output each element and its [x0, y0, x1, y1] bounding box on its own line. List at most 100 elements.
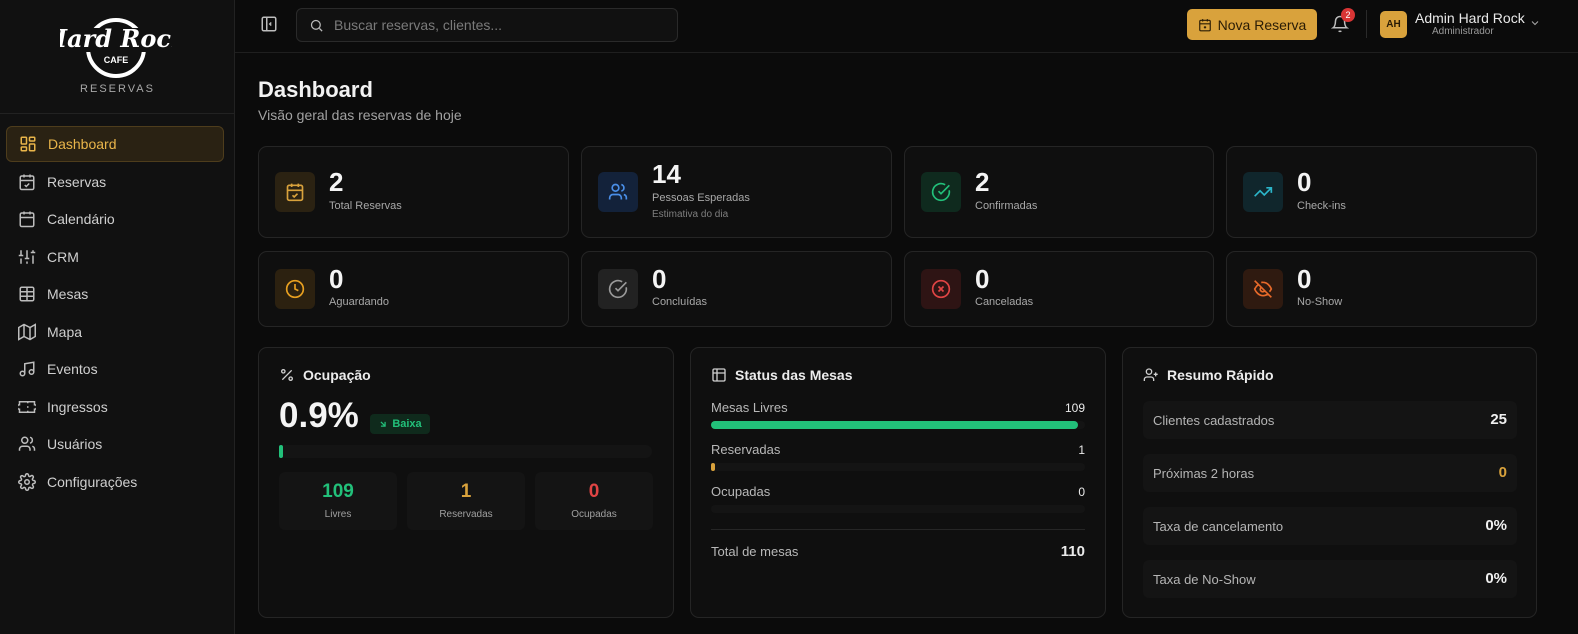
avatar[interactable]: AH [1380, 11, 1407, 38]
tables-bar-fill [711, 463, 715, 471]
check-circle-icon [931, 182, 951, 202]
summary-row-label: Taxa de No-Show [1153, 572, 1256, 587]
tables-row-value: 1 [1078, 443, 1085, 457]
sidebar-item-label: Usuários [47, 436, 103, 452]
stat-label: Canceladas [975, 296, 1034, 308]
occupancy-box-label: Livres [324, 509, 352, 520]
ticket-icon [18, 400, 36, 413]
table-icon [19, 286, 35, 302]
sidebar-item-label: Configurações [47, 473, 138, 490]
sidebar-item-label: Reservas [47, 173, 107, 190]
search-box[interactable] [296, 8, 678, 42]
stat-label: Aguardando [329, 296, 389, 308]
stat-label: Total Reservas [329, 200, 402, 212]
occupancy-box-value: 1 [460, 481, 472, 502]
sidebar-toggle-icon[interactable] [260, 15, 278, 33]
stat-card-total-reservas: 2 Total Reservas [258, 146, 569, 238]
sidebar-item-label: CRM [47, 248, 79, 265]
stat-label: Confirmadas [975, 200, 1038, 212]
stat-icon-box [921, 172, 961, 212]
stat-card-aguardando: 0 Aguardando [258, 251, 569, 327]
stat-value: 0 [329, 264, 344, 294]
occupancy-value: 0.9% [279, 396, 359, 435]
occupancy-box-value: 0 [588, 481, 600, 502]
tables-status-panel: Status das Mesas Mesas Livres 109 Reserv… [690, 347, 1106, 618]
top-bar: Nova Reserva 2 AH Admin Hard Rock Admini… [235, 0, 1578, 53]
chevron-down-icon[interactable] [1529, 17, 1541, 29]
sidebar-item-reservas[interactable]: Reservas [6, 164, 224, 200]
summary-panel: Resumo Rápido Clientes cadastrados 25 Pr… [1122, 347, 1537, 618]
sidebar-item-label: Eventos [47, 361, 98, 377]
sidebar-item-mesas[interactable]: Mesas [6, 276, 224, 312]
stat-label: Concluídas [652, 296, 708, 308]
stat-icon-box [921, 269, 961, 309]
dashboard-icon [20, 136, 36, 152]
stat-card-canceladas: 0 Canceladas [904, 251, 1214, 327]
tables-row-label: Ocupadas [711, 484, 771, 499]
sidebar-item-usuarios[interactable]: Usuários [6, 426, 224, 462]
tables-row-label: Mesas Livres [711, 400, 788, 415]
tables-divider [711, 529, 1085, 530]
sidebar-item-label: Ingressos [47, 398, 108, 415]
tables-bar-track [711, 505, 1085, 513]
summary-row-value: 0% [1485, 570, 1507, 587]
percent-icon [281, 369, 293, 381]
new-reservation-label: Nova Reserva [1217, 16, 1307, 33]
stat-card-no-show: 0 No-Show [1226, 251, 1537, 327]
summary-row: Taxa de No-Show 0% [1143, 560, 1517, 598]
occupancy-box-label: Reservadas [439, 509, 493, 520]
summary-row-value: 0 [1498, 464, 1507, 481]
notification-badge: 2 [1341, 8, 1355, 22]
clock-icon [285, 279, 305, 299]
bell-icon[interactable] [1331, 15, 1349, 33]
sidebar-item-label: Dashboard [48, 136, 117, 152]
sidebar-item-calendario[interactable]: Calendário [6, 201, 224, 237]
stat-label: Pessoas Esperadas [652, 192, 750, 204]
summary-row: Próximas 2 horas 0 [1143, 454, 1517, 492]
user-name[interactable]: Admin Hard Rock [1415, 10, 1525, 26]
stat-icon-box [598, 269, 638, 309]
sidebar: Hard Rock CAFE RESERVAS Dashboard Reserv… [0, 0, 235, 634]
stat-value: 0 [975, 264, 990, 294]
summary-row: Taxa de cancelamento 0% [1143, 507, 1517, 545]
stat-sublabel: Estimativa do dia [652, 209, 729, 220]
occupancy-box-reservadas: 1 Reservadas [407, 472, 525, 530]
new-reservation-button[interactable]: Nova Reserva [1187, 9, 1317, 40]
stat-value: 2 [975, 167, 990, 197]
sidebar-item-mapa[interactable]: Mapa [6, 314, 224, 350]
tables-bar-fill [711, 421, 1078, 429]
search-input[interactable] [334, 17, 654, 33]
brand-logo[interactable]: Hard Rock CAFE RESERVAS [0, 0, 234, 114]
calendar-check-icon [286, 183, 304, 202]
sidebar-item-eventos[interactable]: Eventos [6, 351, 224, 387]
sidebar-item-ingressos[interactable]: Ingressos [6, 389, 224, 425]
tables-row-label: Reservadas [711, 442, 781, 457]
occupancy-progress-fill [279, 445, 283, 458]
summary-row-label: Clientes cadastrados [1153, 413, 1275, 428]
stat-value: 14 [652, 159, 681, 189]
search-icon [310, 19, 323, 32]
stat-label: No-Show [1297, 296, 1343, 308]
hard-rock-logo-icon: Hard Rock CAFE [60, 18, 172, 78]
summary-title: Resumo Rápido [1143, 367, 1274, 383]
brand-subtitle: RESERVAS [80, 83, 155, 95]
topbar-divider [1366, 10, 1367, 38]
stat-icon-box [598, 172, 638, 212]
occupancy-badge: Baixa [370, 414, 430, 434]
user-role: Administrador [1432, 26, 1494, 37]
stat-value: 0 [1297, 264, 1312, 294]
summary-title-label: Resumo Rápido [1167, 367, 1274, 383]
tables-total-label: Total de mesas [711, 544, 799, 559]
check-circle-icon [608, 279, 628, 299]
stat-card-pessoas-esperadas: 14 Pessoas Esperadas Estimativa do dia [581, 146, 892, 238]
sidebar-item-dashboard[interactable]: Dashboard [6, 126, 224, 162]
users-icon [608, 183, 628, 200]
gear-icon [18, 472, 36, 491]
tables-bar-track [711, 463, 1085, 471]
sidebar-item-configuracoes[interactable]: Configurações [6, 464, 224, 500]
calendar-check-icon [19, 174, 35, 190]
occupancy-box-ocupadas: 0 Ocupadas [535, 472, 653, 530]
stat-card-check-ins: 0 Check-ins [1226, 146, 1537, 238]
map-icon [18, 322, 36, 341]
sidebar-item-crm[interactable]: CRM [6, 239, 224, 275]
